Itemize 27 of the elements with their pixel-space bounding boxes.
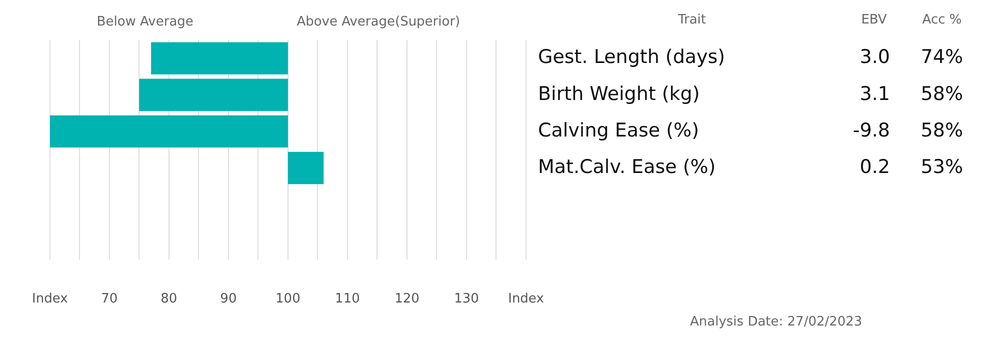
y-tick-label: Calving Ease (%) — [538, 119, 700, 142]
text: 0.2 — [860, 156, 890, 178]
x-tick-label: 100 — [276, 292, 300, 307]
y-tick-label: Gest. Length (days) — [538, 46, 726, 68]
y-tick-label: Mat.Calv. Ease (%) — [538, 156, 716, 178]
text: 3.0 — [860, 46, 890, 68]
x-tick-label: 80 — [160, 292, 178, 307]
text: Acc % — [922, 12, 962, 28]
x-tick-label: Index — [32, 292, 68, 307]
x-tick-label: 120 — [394, 292, 420, 307]
x-tick-label: 130 — [454, 292, 479, 307]
text: 58% — [920, 82, 963, 105]
text: Below Average — [96, 14, 194, 30]
text: 53% — [920, 156, 963, 178]
text: 74% — [920, 46, 963, 68]
text: 3.1 — [860, 82, 890, 105]
x-tick-label: 110 — [335, 292, 360, 307]
text: -9.8 — [852, 119, 890, 142]
text: EBV — [861, 12, 887, 28]
text: Analysis Date: 27/02/2023 — [690, 314, 862, 330]
x-tick-label: 70 — [101, 292, 118, 307]
y-tick-label: Birth Weight (kg) — [538, 82, 700, 105]
text: Trait — [676, 12, 706, 28]
x-tick-label: 90 — [220, 292, 237, 307]
text: Above Average(Superior) — [296, 14, 460, 30]
x-tick-label: Index — [508, 292, 544, 307]
text: 58% — [920, 119, 963, 142]
